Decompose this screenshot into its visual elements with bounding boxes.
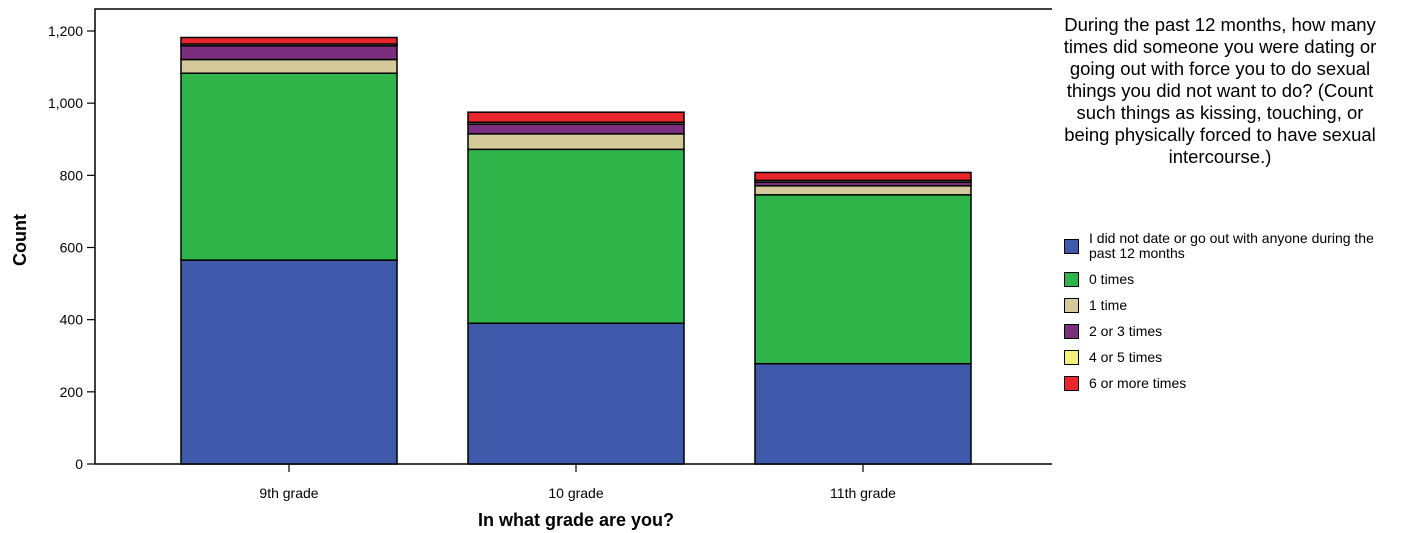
bar-segment-2-or-3-times-10-grade [467, 123, 685, 135]
x-axis-label: In what grade are you? [478, 510, 674, 530]
legend-item-1-time: 1 time [1064, 292, 1384, 318]
legend-label-4-or-5-times: 4 or 5 times [1089, 349, 1163, 365]
y-axis-label: Count [10, 214, 30, 266]
chart-plot: 0 200 400 600 800 1,000 1,200 Count 9th grade 10 … [10, 8, 1052, 530]
bar-segment-i-did-not-date-or-go-out-with-anyone-during-the-past-12-months-11th-grade [754, 362, 972, 465]
y-tick-label: 0 [75, 456, 83, 472]
y-tick-label: 400 [60, 312, 84, 328]
legend-item-0-times: 0 times [1064, 266, 1384, 292]
legend-swatch-0-times [1064, 271, 1079, 287]
legend-item-4-or-5-times: 4 or 5 times [1064, 344, 1384, 370]
legend-label-0-times: 0 times [1089, 271, 1135, 287]
legend-label-1-time: 1 time [1089, 297, 1128, 313]
bar-segment-1-time-10-grade [467, 133, 685, 151]
legend-item-6-or-more-times: 6 or more times [1064, 370, 1384, 396]
bar-segment-i-did-not-date-or-go-out-with-anyone-during-the-past-12-months-10-grade [467, 322, 685, 465]
x-tick-label: 10 grade [548, 485, 603, 501]
legend-label-6-or-more-times: 6 or more times [1089, 375, 1187, 391]
legend-swatch-2-or-3-times [1064, 323, 1079, 339]
legend-title: During the past 12 months, how many time… [1063, 14, 1377, 167]
bar-segment-0-times-9th-grade [180, 72, 398, 261]
legend-swatch-6-or-more-times [1064, 375, 1079, 391]
legend-item-did-not-date: I did not date or go out with anyone dur… [1064, 226, 1384, 266]
bar-segment-0-times-10-grade [467, 148, 685, 325]
bar-segment-1-time-11th-grade [754, 185, 972, 196]
legend-swatch-did-not-date [1064, 238, 1079, 254]
legend: I did not date or go out with anyone dur… [1064, 226, 1384, 396]
bar-segment-1-time-9th-grade [180, 58, 398, 74]
legend-label-2-or-3-times: 2 or 3 times [1089, 323, 1163, 339]
y-tick-label: 200 [60, 384, 84, 400]
bar-segment-6-or-more-times-9th-grade [180, 36, 398, 45]
legend-item-2-or-3-times: 2 or 3 times [1064, 318, 1384, 344]
y-tick-label: 1,000 [48, 95, 83, 111]
bar-segment-2-or-3-times-9th-grade [180, 45, 398, 61]
legend-swatch-4-or-5-times [1064, 349, 1079, 365]
legend-swatch-1-time [1064, 297, 1079, 313]
bar-segment-6-or-more-times-11th-grade [754, 171, 972, 182]
bar-segment-i-did-not-date-or-go-out-with-anyone-during-the-past-12-months-9th-grade [180, 259, 398, 465]
y-tick-label: 1,200 [48, 23, 83, 39]
y-tick-label: 600 [60, 240, 84, 256]
x-tick-label: 11th grade [830, 485, 896, 501]
bar-segment-0-times-11th-grade [754, 194, 972, 365]
y-tick-label: 800 [60, 167, 84, 183]
bar-segment-6-or-more-times-10-grade [467, 111, 685, 124]
x-tick-label: 9th grade [259, 485, 318, 501]
legend-label-did-not-date: I did not date or go out with anyone dur… [1089, 230, 1374, 261]
